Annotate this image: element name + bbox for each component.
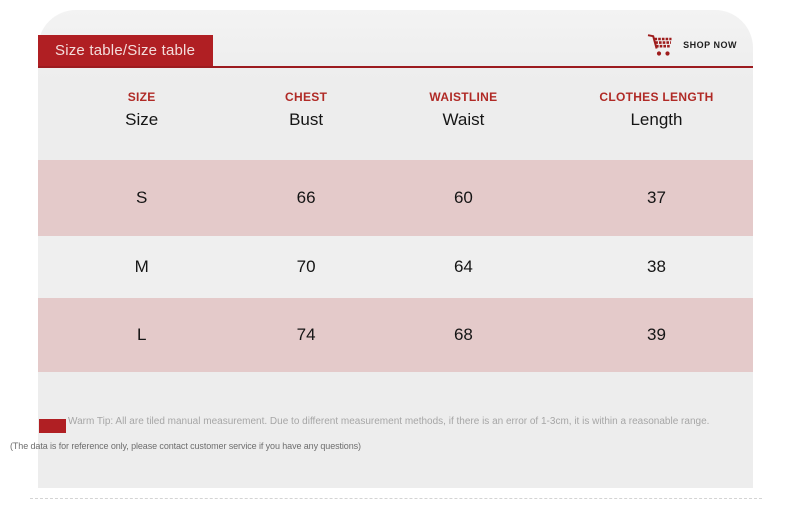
cell-size: L (136, 325, 147, 344)
header-col-chest-label: Bust (289, 110, 324, 129)
header-col-length: CLOTHES LENGTH Length (560, 90, 753, 130)
cell-length: 37 (647, 188, 666, 207)
cell-chest: 66 (296, 188, 316, 207)
table-header: SIZE Size CHEST Bust WAISTLINE Waist CLO… (38, 90, 753, 130)
header-col-waist-label: Waist (442, 110, 485, 129)
header-col-chest: CHEST Bust (245, 90, 367, 130)
shopping-cart-icon (646, 33, 674, 57)
cell-chest: 70 (296, 257, 316, 276)
header-col-size-label: Size (125, 110, 159, 129)
cell-length: 38 (647, 257, 666, 276)
header-col-size-caps: SIZE (127, 90, 156, 104)
warm-tip: Warm Tip: All are tiled manual measureme… (38, 414, 753, 433)
header-col-size: SIZE Size (38, 90, 245, 130)
table-row-l: L 74 68 39 (38, 298, 753, 372)
bottom-dashed-line (30, 498, 762, 499)
header-col-length-label: Length (630, 110, 683, 129)
size-table-banner-label: Size table/Size table (55, 42, 196, 59)
header-col-length-caps: CLOTHES LENGTH (599, 90, 714, 104)
table-row-m: M 70 64 38 (38, 236, 753, 298)
shop-now-label: SHOP NOW (683, 40, 737, 50)
header-col-waist: WAISTLINE Waist (367, 90, 560, 130)
cell-size: M (134, 257, 149, 276)
cell-waist: 60 (453, 188, 473, 207)
cell-waist: 68 (453, 325, 473, 344)
warm-tip-text: Warm Tip: All are tiled manual measureme… (68, 416, 710, 427)
size-table-banner: Size table/Size table (38, 35, 213, 66)
cell-waist: 64 (453, 257, 473, 276)
cell-chest: 74 (296, 325, 316, 344)
reference-note: (The data is for reference only, please … (10, 441, 361, 451)
cell-length: 39 (647, 325, 666, 344)
tip-marker (39, 419, 66, 433)
cell-size: S (136, 188, 148, 207)
banner-underline (38, 66, 753, 68)
size-chart-card: Size table/Size table SHOP NOW SIZE Size (38, 10, 753, 488)
table-row-s: S 66 60 37 (38, 160, 753, 236)
header-col-waist-caps: WAISTLINE (429, 90, 498, 104)
header-col-chest-caps: CHEST (285, 90, 328, 104)
shop-now-button[interactable]: SHOP NOW (646, 33, 737, 57)
